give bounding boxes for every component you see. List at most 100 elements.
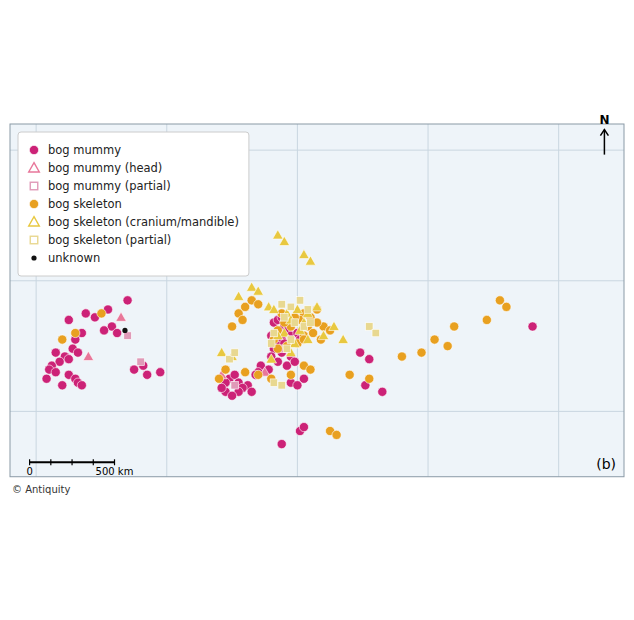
point bbox=[71, 328, 80, 337]
series bbox=[58, 296, 511, 440]
point bbox=[130, 365, 139, 374]
point bbox=[273, 230, 284, 239]
point bbox=[304, 306, 312, 314]
series bbox=[124, 332, 288, 389]
point bbox=[303, 334, 314, 343]
point bbox=[291, 319, 299, 327]
point bbox=[227, 391, 236, 400]
point bbox=[246, 282, 257, 291]
point bbox=[227, 322, 236, 331]
point bbox=[97, 309, 106, 318]
point bbox=[332, 430, 341, 439]
legend-label: unknown bbox=[48, 251, 100, 265]
point bbox=[81, 309, 90, 318]
point bbox=[338, 334, 349, 343]
point bbox=[217, 383, 226, 392]
point bbox=[42, 374, 51, 383]
annotation: N bbox=[599, 113, 609, 127]
point bbox=[296, 297, 304, 305]
series bbox=[226, 297, 380, 389]
legend-marker bbox=[29, 145, 38, 154]
legend-marker bbox=[31, 255, 36, 260]
point bbox=[253, 286, 264, 295]
series bbox=[42, 296, 537, 449]
point bbox=[378, 387, 387, 396]
scale-bar-tick bbox=[114, 459, 115, 465]
point bbox=[286, 370, 295, 379]
grid-line bbox=[10, 280, 624, 281]
legend-marker bbox=[30, 236, 38, 244]
point bbox=[318, 330, 329, 339]
point bbox=[312, 302, 323, 311]
point bbox=[99, 326, 108, 335]
point bbox=[122, 328, 127, 333]
point bbox=[270, 379, 278, 387]
legend-marker bbox=[29, 163, 40, 172]
point bbox=[306, 365, 315, 374]
grid bbox=[10, 124, 624, 477]
point bbox=[77, 381, 86, 390]
point bbox=[482, 315, 491, 324]
legend-label: bog skeleton bbox=[48, 197, 122, 211]
credit: © Antiquity bbox=[12, 484, 70, 495]
annotation: 500 km bbox=[96, 466, 134, 477]
point bbox=[417, 348, 426, 357]
point bbox=[430, 335, 439, 344]
chart: 0500 kmN(b)© Antiquitybog mummybog mummy… bbox=[0, 0, 634, 620]
point bbox=[287, 336, 295, 344]
point bbox=[254, 370, 263, 379]
plot-background bbox=[10, 124, 624, 477]
point bbox=[116, 312, 127, 321]
point bbox=[308, 328, 317, 337]
point bbox=[238, 315, 247, 324]
legend-label: bog mummy bbox=[48, 143, 121, 157]
point bbox=[450, 322, 459, 331]
point bbox=[283, 345, 291, 353]
point bbox=[241, 368, 250, 377]
point bbox=[356, 348, 365, 357]
legend-box bbox=[18, 132, 249, 276]
point bbox=[268, 340, 276, 348]
point bbox=[502, 302, 511, 311]
point bbox=[73, 348, 82, 357]
point bbox=[281, 314, 289, 322]
point bbox=[287, 303, 295, 311]
point bbox=[214, 374, 223, 383]
annotation: 0 bbox=[26, 466, 32, 477]
point bbox=[137, 358, 145, 366]
point bbox=[397, 352, 406, 361]
north-arrow bbox=[600, 130, 608, 155]
point bbox=[266, 354, 277, 363]
point bbox=[270, 329, 278, 337]
grid-line bbox=[558, 124, 559, 477]
series bbox=[83, 312, 270, 379]
point bbox=[299, 422, 308, 431]
point bbox=[277, 439, 286, 448]
point bbox=[279, 236, 290, 245]
point bbox=[51, 348, 60, 357]
point bbox=[64, 315, 73, 324]
point bbox=[123, 296, 132, 305]
legend-marker bbox=[29, 217, 40, 226]
point bbox=[528, 322, 537, 331]
series bbox=[122, 328, 127, 333]
point bbox=[216, 347, 227, 356]
plot-frame bbox=[10, 124, 624, 477]
point bbox=[365, 374, 374, 383]
legend-marker bbox=[30, 182, 38, 190]
legend-label: bog mummy (head) bbox=[48, 161, 162, 175]
point bbox=[51, 368, 60, 377]
point bbox=[269, 304, 280, 313]
arrow-head bbox=[600, 130, 608, 136]
scale-bar-tick bbox=[50, 459, 51, 465]
point bbox=[221, 365, 230, 374]
grid-line bbox=[428, 124, 429, 477]
point bbox=[64, 355, 73, 364]
arrow-shaft bbox=[604, 130, 606, 155]
point bbox=[299, 249, 310, 258]
point bbox=[290, 357, 299, 366]
point bbox=[293, 381, 302, 390]
point bbox=[254, 300, 263, 309]
scale-bar-tick bbox=[29, 459, 30, 465]
scale-bar-tick bbox=[71, 459, 72, 465]
